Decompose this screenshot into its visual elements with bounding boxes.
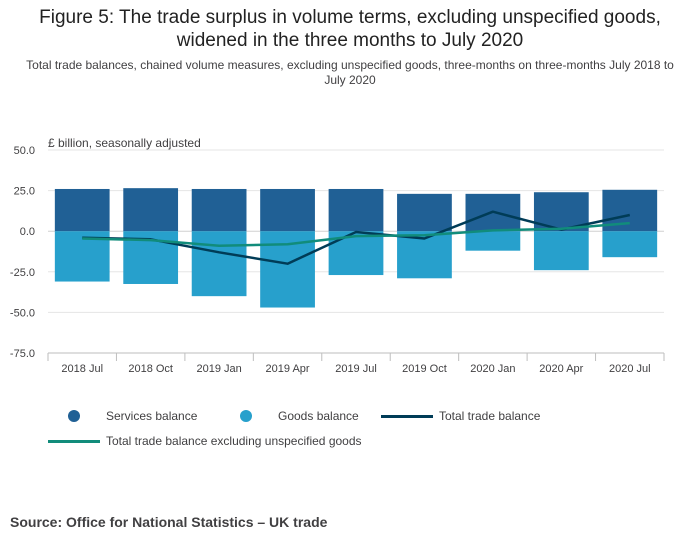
bar-services-balance xyxy=(191,188,247,232)
legend-goods-label: Goods balance xyxy=(278,409,359,423)
y-tick-label: -75.0 xyxy=(10,348,35,360)
x-tick-label: 2018 Oct xyxy=(128,363,173,375)
x-tick-label: 2020 Apr xyxy=(539,363,583,375)
bars xyxy=(54,188,658,308)
legend-item-goods[interactable]: Goods balance xyxy=(240,409,359,423)
y-tick-label: -25.0 xyxy=(10,267,35,279)
chart-subtitle: Total trade balances, chained volume mea… xyxy=(26,58,674,87)
chart-title-line-1: Figure 5: The trade surplus in volume te… xyxy=(39,7,661,28)
x-tick-label: 2019 Jan xyxy=(196,363,241,375)
legend-goods-swatch xyxy=(240,410,252,422)
legend-item-services[interactable]: Services balance xyxy=(68,409,197,423)
y-tick-label: -50.0 xyxy=(10,307,35,319)
legend-total-excl-label: Total trade balance excluding unspecifie… xyxy=(106,434,362,448)
legend: Services balance Goods balance Total tra… xyxy=(0,404,700,454)
legend-total-swatch xyxy=(381,414,433,418)
legend-total-label: Total trade balance xyxy=(439,409,541,423)
x-axis: 2018 Jul 2018 Oct 2019 Jan 2019 Apr 2019 Jul… xyxy=(47,352,665,375)
x-tick-label: 2019 Jul xyxy=(335,363,377,375)
x-tick-label: 2020 Jul xyxy=(609,363,651,375)
legend-total-excl-swatch xyxy=(48,439,100,443)
bar-goods-balance xyxy=(191,231,247,297)
chart-title-line-2: widened in the three months to July 2020 xyxy=(176,30,524,51)
x-tick-label: 2019 Apr xyxy=(266,363,310,375)
bar-goods-balance xyxy=(602,231,658,258)
y-tick-label: 25.0 xyxy=(14,186,35,198)
x-tick-label: 2019 Oct xyxy=(402,363,447,375)
y-tick-label: 50.0 xyxy=(14,145,35,157)
y-axis-ticks: 50.0 25.0 0.0 -25.0 -50.0 -75.0 xyxy=(10,145,35,360)
x-tick-label: 2018 Jul xyxy=(61,363,103,375)
line-total-trade-balance xyxy=(82,210,631,265)
legend-item-total[interactable]: Total trade balance xyxy=(381,409,540,423)
bar-goods-balance xyxy=(465,231,521,251)
line-total-trade-balance-excluding-unspecified-goods xyxy=(82,221,630,248)
bar-goods-balance xyxy=(533,231,589,271)
bar-services-balance xyxy=(397,193,452,232)
legend-services-swatch xyxy=(68,410,80,422)
chart-title: Figure 5: The trade surplus in volume te… xyxy=(10,6,690,52)
y-axis-units-label: £ billion, seasonally adjusted xyxy=(48,136,201,150)
bar-services-balance xyxy=(328,188,384,232)
lines xyxy=(82,210,631,265)
legend-item-total-excl[interactable]: Total trade balance excluding unspecifie… xyxy=(48,434,362,448)
y-tick-label: 0.0 xyxy=(20,226,35,238)
source-note: Source: Office for National Statistics –… xyxy=(10,514,328,530)
bar-services-balance xyxy=(123,188,179,232)
legend-services-label: Services balance xyxy=(106,409,198,423)
bar-services-balance xyxy=(260,188,315,232)
bar-services-balance xyxy=(54,188,110,232)
chart-canvas: 50.025.00.0-25.0-50.0-75.0 2018 Jul 2018 … xyxy=(10,145,665,375)
x-tick-label: 2020 Jan xyxy=(470,363,515,375)
